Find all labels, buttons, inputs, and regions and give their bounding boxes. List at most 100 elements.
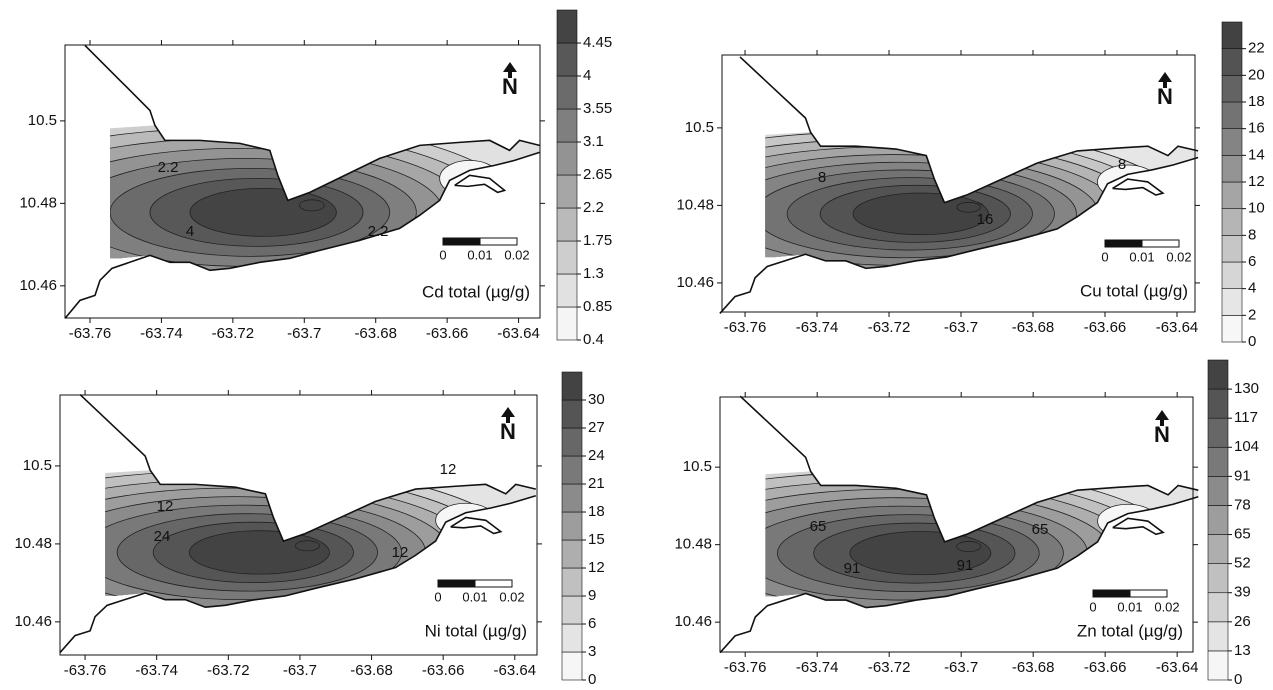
scale-bar-black: [1104, 239, 1143, 248]
colorbar-tick-label: 3: [588, 643, 596, 660]
x-tick-label: -63.7: [283, 662, 317, 679]
contour-label: 12: [392, 544, 409, 561]
x-tick-label: -63.7: [944, 319, 978, 336]
contour-label: 65: [1032, 521, 1049, 538]
contour-band: [850, 531, 991, 574]
x-tick-label: -63.74: [796, 659, 839, 676]
x-tick-label: -63.68: [1012, 319, 1055, 336]
contour-band: [957, 202, 980, 212]
coastline: [1113, 518, 1163, 534]
y-tick-label: 10.46: [14, 613, 52, 630]
colorbar-band: [1207, 446, 1229, 477]
contour-band: [957, 541, 981, 551]
colorbar-tick-label: 0: [588, 671, 596, 685]
north-arrow: [501, 407, 515, 423]
colorbar-tick-label: 4.45: [583, 34, 612, 51]
contour-label: 24: [154, 528, 171, 545]
coastline: [60, 496, 536, 653]
scale-bar-white: [474, 579, 513, 588]
map: [556, 57, 1198, 314]
x-tick-label: -63.66: [1084, 319, 1127, 336]
colorbar-band: [561, 371, 583, 401]
y-tick-label: 10.5: [28, 112, 57, 129]
x-tick-label: -63.72: [868, 319, 911, 336]
x-tick-label: -63.66: [422, 662, 465, 679]
colorbar-band: [561, 427, 583, 457]
x-tick-label: -63.72: [207, 662, 250, 679]
colorbar-band: [1221, 155, 1243, 183]
contour-label: 91: [957, 557, 974, 574]
plot-frame: [59, 394, 538, 656]
colorbar-tick-label: 104: [1234, 438, 1259, 455]
scale-bar-label: 0.01: [1129, 249, 1154, 264]
colorbar-tick-label: 65: [1234, 526, 1251, 543]
colorbar-tick-label: 18: [1248, 93, 1265, 110]
north-label: N: [1154, 422, 1170, 447]
colorbar-tick-label: 0.85: [583, 298, 612, 315]
coastline: [740, 396, 1198, 542]
scale-bar-label: 0.02: [504, 247, 529, 262]
coastline: [1113, 179, 1163, 195]
contour-band: [299, 200, 324, 211]
colorbar-tick-label: 3.1: [583, 133, 604, 150]
x-tick-label: -63.7: [944, 659, 978, 676]
colorbar-band: [561, 651, 583, 681]
contour-label: 16: [977, 211, 994, 228]
north-label: N: [502, 74, 518, 99]
colorbar-tick-label: 0: [1234, 671, 1242, 685]
contour-fill: [109, 125, 540, 271]
contour-label: 8: [818, 169, 826, 186]
x-tick-label: -63.76: [724, 659, 767, 676]
y-tick-label: 10.48: [676, 196, 714, 213]
colorbar-tick-label: 78: [1234, 496, 1251, 513]
scale-bar-label: 0.02: [1166, 249, 1191, 264]
colorbar-tick-label: 2: [1248, 306, 1256, 323]
y-tick-label: 10.5: [685, 119, 714, 136]
colorbar-band: [1221, 288, 1243, 316]
panel-label: Zn total (µg/g): [1077, 621, 1183, 640]
colorbar-tick-label: 39: [1234, 584, 1251, 601]
colorbar-band: [1207, 505, 1229, 535]
contour-label: 4: [186, 223, 194, 240]
colorbar-tick-label: 0: [1248, 333, 1256, 350]
colorbar-tick-label: 13: [1234, 642, 1251, 659]
coastline: [80, 395, 536, 541]
x-tick-label: -63.76: [724, 319, 767, 336]
contour-fill: [765, 471, 1199, 608]
colorbar-band: [1221, 315, 1243, 343]
north-arrow: [503, 62, 517, 78]
colorbar-band: [556, 240, 578, 275]
contour-label: 2.2: [368, 223, 389, 240]
colorbar-band: [1207, 621, 1229, 652]
colorbar-band: [561, 623, 583, 653]
north-arrow: [1158, 72, 1172, 88]
north-label: N: [1157, 84, 1173, 109]
colorbar-band: [1221, 208, 1243, 236]
contour-label: 12: [440, 461, 457, 478]
scale-bar-label: 0: [1089, 599, 1096, 614]
colorbar-tick-label: 2.2: [583, 199, 604, 216]
panel-label: Cu total (µg/g): [1080, 281, 1188, 300]
colorbar-band: [556, 207, 578, 242]
colorbar-band: [556, 75, 578, 110]
contour-band: [853, 193, 988, 235]
scale-bar-black: [437, 579, 476, 588]
colorbar-tick-label: 2.65: [583, 166, 612, 183]
colorbar-band: [556, 273, 578, 308]
colorbar-tick-label: 0.4: [583, 331, 604, 348]
colorbar-band: [1207, 563, 1229, 594]
colorbar-band: [1221, 181, 1243, 209]
colorbar-tick-label: 24: [588, 447, 605, 464]
colorbar-tick-label: 91: [1234, 467, 1251, 484]
north-label: N: [500, 419, 516, 444]
plot-frame: [721, 54, 1196, 313]
scale-bar-black: [1092, 589, 1131, 598]
colorbar-band: [1207, 476, 1229, 506]
colorbar-band: [561, 539, 583, 569]
contour-label: 12: [157, 498, 174, 515]
contour-label: 91: [844, 560, 861, 577]
colorbar-tick-label: 27: [588, 419, 605, 436]
scale-bar-white: [1129, 589, 1168, 598]
colorbar-band: [561, 399, 583, 429]
colorbar-band: [561, 455, 583, 485]
